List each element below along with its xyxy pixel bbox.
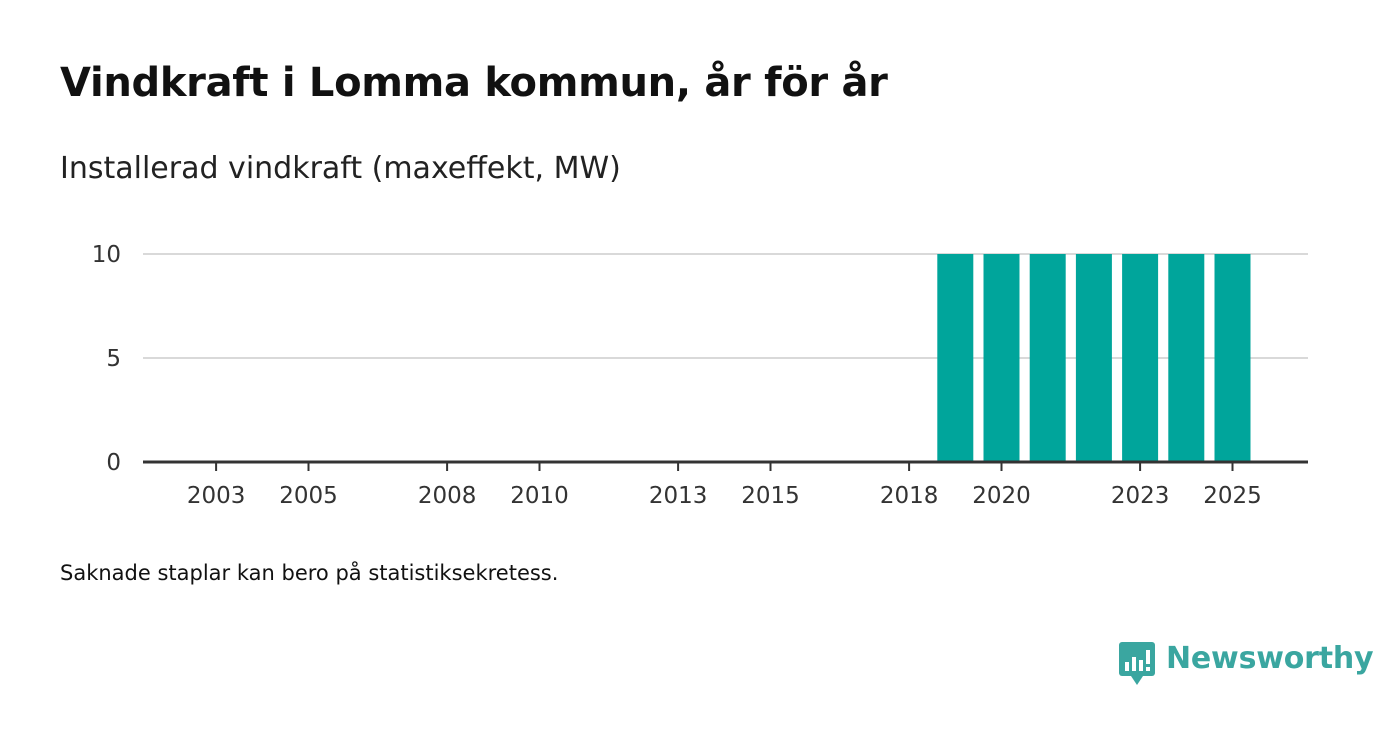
footnote: Saknade staplar kan bero på statistiksek… [60, 561, 559, 585]
x-tick-label: 2005 [279, 483, 338, 509]
bar-2023 [1122, 254, 1159, 462]
x-tick-label: 2020 [972, 483, 1031, 509]
x-tick-label: 2018 [880, 483, 939, 509]
bar-2019 [937, 254, 974, 462]
brand-name: Newsworthy [1166, 641, 1374, 676]
x-tick-label: 2013 [649, 483, 708, 509]
y-tick-label: 10 [92, 242, 121, 268]
bar-2022 [1075, 254, 1112, 462]
y-tick-label: 5 [106, 346, 121, 372]
x-tick-label: 2010 [510, 483, 569, 509]
x-tick-label: 2003 [187, 483, 246, 509]
brand-logo: Newsworthy [1118, 641, 1374, 687]
bar-chart: 0 5 10 2003 2005 2008 2010 2013 2015 2018 2020 2023… [92, 242, 1308, 509]
x-tick-label: 2025 [1203, 483, 1262, 509]
bar-2025 [1214, 254, 1251, 462]
x-tick-label: 2008 [418, 483, 477, 509]
x-tick-label: 2023 [1111, 483, 1170, 509]
bar-2024 [1168, 254, 1205, 462]
bar-2020 [983, 254, 1020, 462]
newsworthy-logo-icon [1119, 642, 1155, 685]
y-tick-label: 0 [106, 450, 121, 476]
chart-title: Vindkraft i Lomma kommun, år för år [60, 60, 888, 106]
chart-subtitle: Installerad vindkraft (maxeffekt, MW) [60, 151, 621, 186]
bar-2021 [1029, 254, 1066, 462]
x-tick-label: 2015 [741, 483, 800, 509]
